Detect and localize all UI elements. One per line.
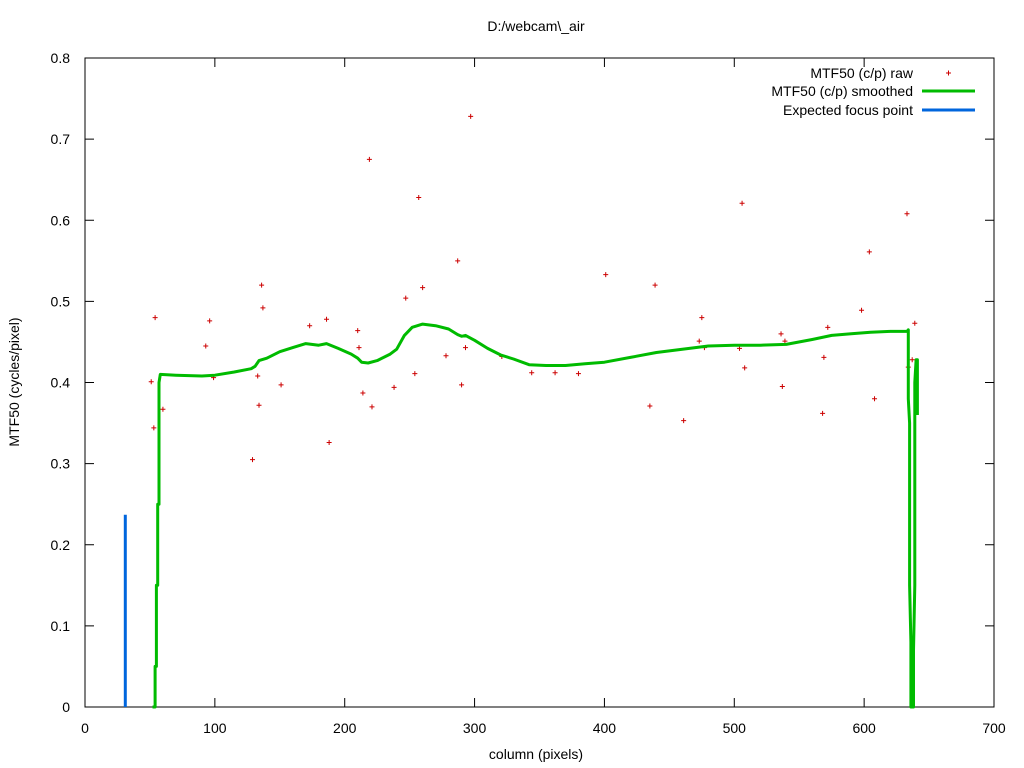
data-point [575, 371, 581, 377]
data-point [160, 406, 166, 412]
series-2 [152, 322, 919, 709]
data-point [462, 345, 468, 351]
data-point [203, 343, 209, 349]
data-point [912, 320, 918, 326]
data-point [821, 354, 827, 360]
data-point [369, 404, 375, 410]
x-tick-label: 600 [852, 720, 876, 736]
data-point [647, 403, 653, 409]
data-point [259, 282, 265, 288]
data-point [529, 370, 535, 376]
data-point [278, 382, 284, 388]
data-point [866, 249, 872, 255]
data-point [366, 156, 372, 162]
data-point [859, 307, 865, 313]
plot-area [123, 113, 919, 709]
chart-title: D:/webcam\_air [487, 18, 585, 34]
data-point [255, 373, 261, 379]
y-axis-label: MTF50 (cycles/pixel) [6, 317, 22, 446]
y-tick-label: 0.3 [51, 456, 71, 472]
legend-label: MTF50 (c/p) smoothed [771, 83, 913, 99]
y-tick-label: 0.7 [51, 131, 71, 147]
data-point [412, 371, 418, 377]
x-tick-label: 400 [593, 720, 617, 736]
data-point [391, 384, 397, 390]
legend: MTF50 (c/p) raw MTF50 (c/p) smoothed Expec… [771, 65, 975, 118]
data-point [736, 345, 742, 351]
data-point [443, 353, 449, 359]
data-point [307, 323, 313, 329]
data-point [355, 328, 361, 334]
data-point [324, 316, 330, 322]
data-point [742, 365, 748, 371]
data-point [825, 324, 831, 330]
legend-label: Expected focus point [783, 102, 913, 118]
data-point [207, 318, 213, 324]
data-point [782, 338, 788, 344]
data-point [681, 418, 687, 424]
data-point [779, 384, 785, 390]
legend-swatch [946, 70, 951, 76]
data-point [699, 315, 705, 321]
data-point [603, 272, 609, 278]
data-point [416, 195, 422, 201]
y-tick-label: 0.5 [51, 293, 71, 309]
data-point [260, 305, 266, 311]
data-point [778, 331, 784, 337]
data-point [403, 295, 409, 301]
data-point [250, 457, 256, 463]
y-tick-label: 0.6 [51, 212, 71, 228]
x-axis-label: column (pixels) [489, 746, 583, 762]
data-point [652, 282, 658, 288]
y-tick-label: 0.1 [51, 618, 71, 634]
x-tick-label: 200 [333, 720, 357, 736]
y-tick-label: 0.2 [51, 537, 71, 553]
data-point [909, 357, 915, 363]
data-point [552, 370, 558, 376]
series-1 [148, 113, 918, 463]
legend-label: MTF50 (c/p) raw [810, 65, 914, 81]
x-axis: 0 100 200 300 400 500 600 700 [81, 58, 1006, 736]
x-tick-label: 0 [81, 720, 89, 736]
data-point [820, 410, 826, 416]
y-tick-label: 0.8 [51, 50, 71, 66]
data-point [872, 396, 878, 402]
data-point [739, 200, 745, 206]
data-point [420, 285, 426, 291]
data-point [152, 315, 158, 321]
data-point [256, 402, 262, 408]
x-tick-label: 500 [723, 720, 747, 736]
y-tick-label: 0.4 [51, 375, 71, 391]
x-tick-label: 700 [982, 720, 1006, 736]
data-point [468, 113, 474, 119]
data-point [455, 258, 461, 264]
x-tick-label: 100 [203, 720, 227, 736]
data-point [904, 211, 910, 217]
data-point [148, 379, 154, 385]
y-tick-label: 0 [62, 699, 70, 715]
data-point [356, 345, 362, 351]
data-point [696, 338, 702, 344]
data-point [326, 440, 332, 446]
data-point [151, 425, 157, 431]
data-point [459, 382, 465, 388]
x-tick-label: 300 [463, 720, 487, 736]
y-axis: 0 0.1 0.2 0.3 0.4 0.5 0.6 0.7 0.8 [51, 50, 994, 715]
data-point [360, 390, 366, 396]
series-line [152, 322, 919, 709]
plot-frame [84, 57, 995, 708]
